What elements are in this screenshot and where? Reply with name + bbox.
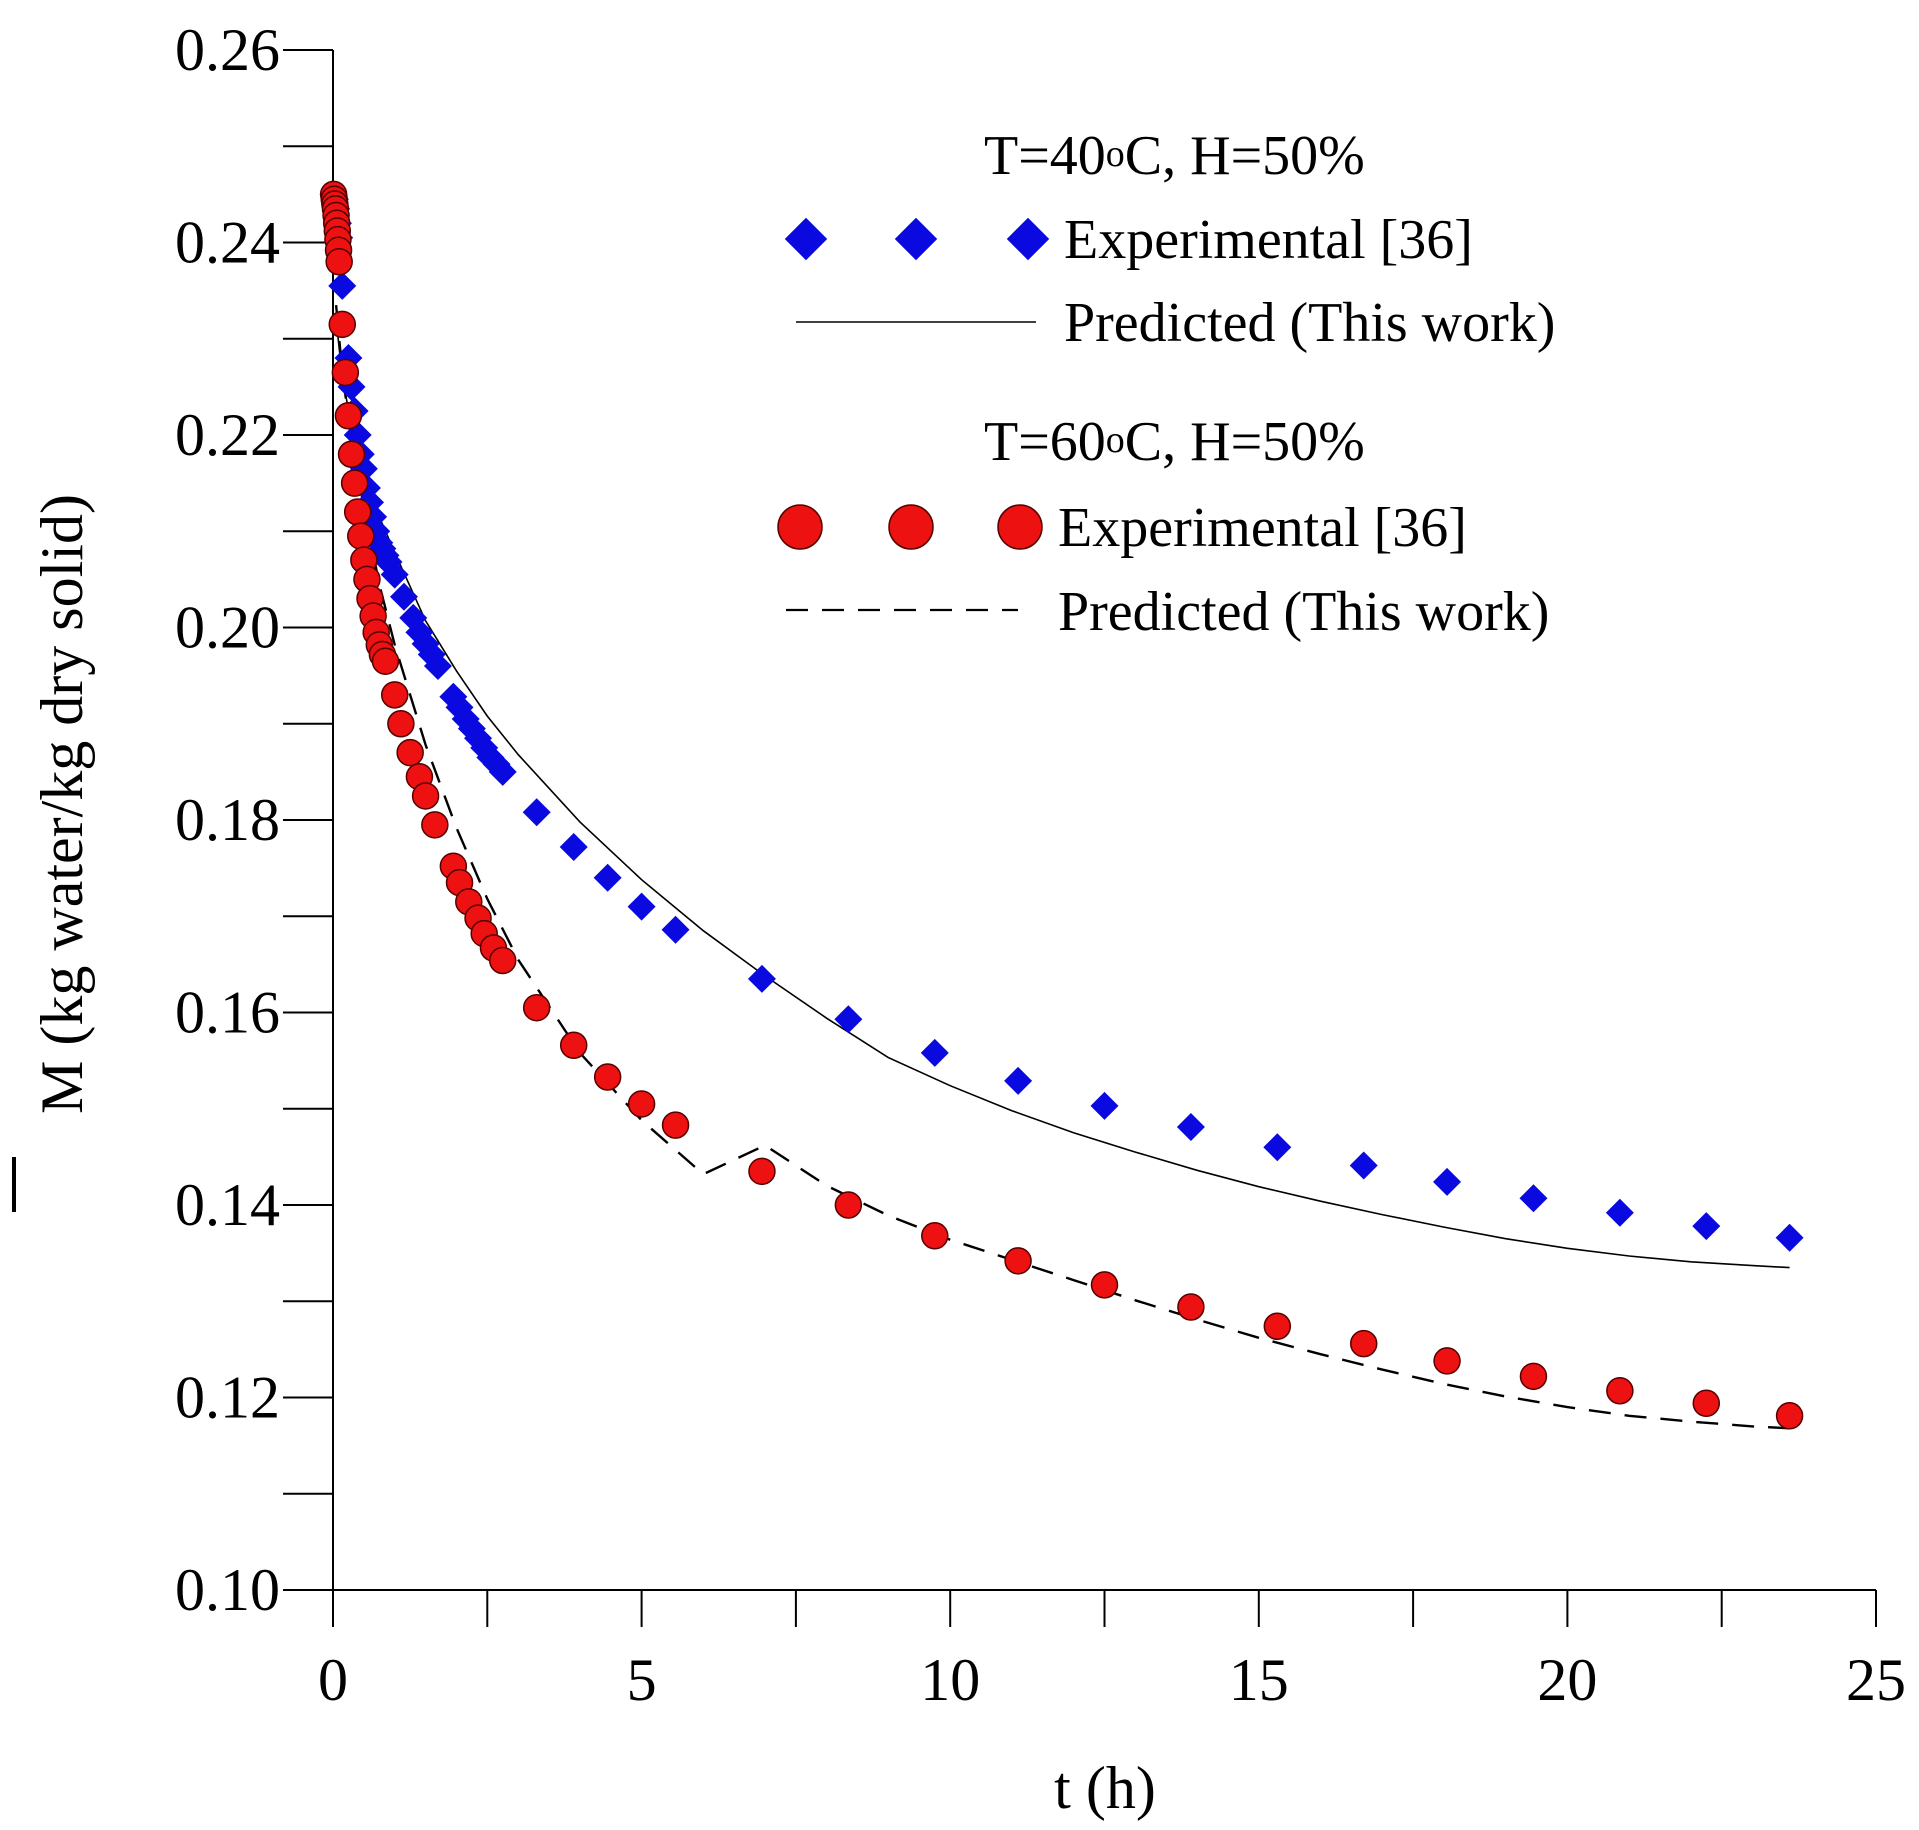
legend-diamond-marker — [784, 217, 828, 261]
data-point-diamond — [1004, 1066, 1033, 1095]
data-point-circle — [488, 946, 517, 975]
legend-circle-marker — [997, 504, 1043, 550]
data-point-circle — [334, 402, 363, 430]
data-point-circle — [627, 1090, 656, 1118]
legend-header-40: T=40oC, H=50% — [984, 125, 1365, 187]
data-point-circle — [387, 710, 415, 738]
data-point-circle — [343, 498, 372, 526]
data-point-diamond — [380, 560, 409, 589]
y-axis-symbol: M — [29, 1061, 95, 1114]
data-point-diamond — [1176, 1113, 1205, 1142]
data-point-circle — [371, 647, 400, 675]
legend: T=40oC, H=50% Experimental [36] Predicte… — [777, 125, 1555, 643]
data-point-circle — [337, 440, 366, 468]
legend-circle-marker — [777, 504, 823, 550]
data-point-circle — [522, 993, 551, 1022]
svg-text:M (kg water/kg dry solid): M (kg water/kg dry solid) — [29, 494, 95, 1114]
data-point-circle — [331, 358, 360, 387]
data-point-circle — [559, 1031, 588, 1059]
y-tick-label: 0.14 — [175, 1172, 280, 1238]
legend-predicted-40: Predicted (This work) — [1064, 292, 1555, 354]
x-tick-label: 10 — [920, 1647, 980, 1713]
data-point-circle — [921, 1222, 949, 1250]
x-tick-label: 20 — [1537, 1647, 1597, 1713]
data-point-circle — [1090, 1271, 1119, 1299]
data-point-circle — [1004, 1247, 1032, 1275]
data-point-circle — [411, 782, 440, 810]
data-point-diamond — [1775, 1223, 1804, 1252]
data-point-diamond — [1433, 1167, 1462, 1196]
experimental-points-40c — [319, 180, 1804, 1252]
data-point-circle — [1606, 1377, 1634, 1405]
y-tick-label: 0.22 — [175, 402, 280, 468]
axes: 0.10 0.12 0.14 0.16 0.18 0.20 0.22 0.24 0.26 0 5 10… — [175, 17, 1906, 1713]
data-point-diamond — [834, 1005, 863, 1034]
data-point-circle — [593, 1063, 622, 1091]
data-point-diamond — [328, 271, 357, 300]
data-point-circle — [325, 248, 353, 276]
x-tick-label: 25 — [1846, 1647, 1906, 1713]
data-point-circle — [834, 1191, 863, 1219]
x-tick-label: 5 — [627, 1647, 657, 1713]
legend-circle-marker — [888, 504, 934, 550]
data-point-circle — [421, 811, 449, 839]
data-point-circle — [661, 1111, 690, 1139]
y-tick-label: 0.20 — [175, 595, 280, 661]
data-point-diamond — [1090, 1091, 1119, 1120]
data-point-diamond — [1605, 1198, 1634, 1227]
data-point-diamond — [389, 582, 418, 611]
legend-group-60: T=60oC, H=50% Experimental [36] Predicte… — [777, 411, 1549, 643]
data-point-circle — [748, 1157, 776, 1186]
experimental-points-60c — [319, 180, 1804, 1430]
data-point-circle — [340, 469, 369, 497]
y-tick-label: 0.26 — [175, 17, 280, 83]
legend-experimental-60: Experimental [36] — [1058, 497, 1467, 559]
data-point-diamond — [488, 757, 517, 786]
legend-diamond-marker — [894, 217, 938, 261]
data-point-diamond — [747, 964, 776, 993]
legend-header-60: T=60oC, H=50% — [984, 411, 1365, 473]
x-axis-title: t (h) — [1054, 1755, 1156, 1821]
y-tick-label: 0.18 — [175, 787, 280, 853]
data-point-diamond — [522, 798, 551, 827]
data-point-circle — [1349, 1329, 1378, 1358]
legend-predicted-60: Predicted (This work) — [1058, 581, 1549, 643]
x-tick-label: 0 — [318, 1647, 348, 1713]
data-point-diamond — [1519, 1184, 1548, 1213]
data-point-diamond — [1349, 1151, 1378, 1180]
y-axis-title: M (kg water/kg dry solid) — [29, 494, 95, 1114]
x-tick-label: 15 — [1229, 1647, 1289, 1713]
data-point-circle — [380, 681, 409, 709]
predicted-line-60c — [334, 304, 1790, 1430]
data-point-diamond — [1692, 1212, 1721, 1241]
data-point-circle — [396, 738, 424, 767]
legend-diamond-markers — [784, 217, 1050, 261]
legend-experimental-40: Experimental [36] — [1064, 209, 1473, 271]
series-layer — [319, 180, 1804, 1430]
data-point-circle — [328, 310, 357, 339]
data-point-circle — [1263, 1312, 1292, 1341]
data-point-diamond — [1263, 1133, 1292, 1162]
y-tick-label: 0.12 — [175, 1365, 280, 1431]
data-point-diamond — [593, 863, 622, 892]
data-point-circle — [1177, 1293, 1205, 1321]
data-point-diamond — [559, 832, 588, 861]
y-axis-units: (kg water/kg dry solid) — [29, 494, 95, 1061]
y-tick-label: 0.24 — [175, 210, 280, 276]
legend-group-40: T=40oC, H=50% Experimental [36] Predicte… — [784, 125, 1555, 354]
y-tick-label: 0.10 — [175, 1557, 280, 1623]
data-point-diamond — [661, 915, 690, 944]
data-point-circle — [347, 522, 375, 550]
data-point-circle — [1519, 1362, 1548, 1391]
data-point-diamond — [920, 1038, 949, 1067]
data-point-diamond — [423, 652, 452, 680]
legend-circle-markers — [777, 504, 1043, 550]
data-point-circle — [1433, 1347, 1461, 1375]
data-point-diamond — [627, 892, 656, 921]
data-point-circle — [1775, 1402, 1804, 1430]
legend-diamond-marker — [1006, 217, 1050, 261]
y-tick-label: 0.16 — [175, 980, 280, 1046]
data-point-circle — [1692, 1389, 1721, 1418]
